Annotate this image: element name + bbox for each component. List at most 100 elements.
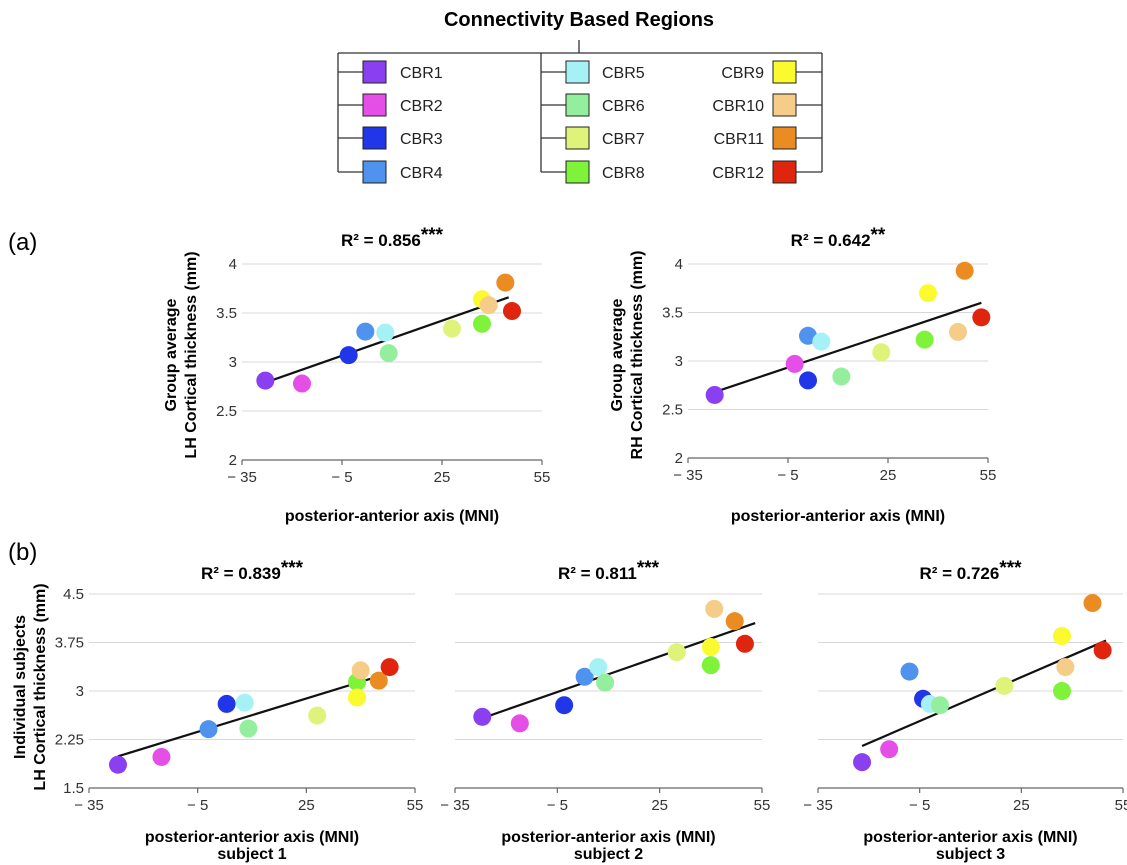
legend-swatch-cbr4 [362,160,387,184]
r2-title: R² = 0.726*** [919,558,1022,583]
r2-label: R² = [558,564,595,583]
r2-label: R² = [919,564,956,583]
legend-swatch-cbr10 [772,93,797,117]
y-axis-label-line1: Individual subjects [12,615,29,759]
y-tick-label: 4 [229,256,237,273]
point-cbr8 [473,314,491,333]
x-axis-label: posterior-anterior axis (MNI) [731,508,945,525]
legend-label-cbr11: CBR11 [714,131,764,148]
point-cbr8 [701,656,720,675]
chart-rh_group: 2 2.5 3 3.5 4 − 35 − 5 25 55 R² = 0.642** posterio… [609,225,996,525]
point-cbr10 [949,322,967,341]
point-cbr2 [785,354,804,373]
point-cbr2 [880,740,899,759]
legend-label-cbr12: CBR12 [712,165,764,182]
point-cbr11 [955,261,974,280]
point-cbr9 [701,638,720,657]
x-tick-label: 55 [980,467,997,484]
panel-label-a: (a) [8,229,37,256]
x-axis-sublabel: subject 1 [217,846,286,863]
point-cbr8 [915,330,934,349]
y-axis-label-line2: LH Cortical thickness (mm) [183,251,200,458]
x-tick-label: 25 [880,467,897,484]
x-tick-label: 55 [534,469,551,486]
point-cbr4 [356,322,375,341]
r2-value: 0.726 [957,564,1000,583]
point-cbr7 [443,319,461,338]
y-axis-label-line2: LH Cortical thickness (mm) [32,583,49,790]
point-cbr7 [872,343,891,362]
point-cbr1 [108,755,127,774]
x-tick-label: − 35 [673,467,703,484]
chart-lh_group: 2 2.5 3 3.5 4 − 35 − 5 25 55 R² = 0.856*** posteri… [163,225,550,525]
legend-swatch-cbr12 [772,160,797,184]
point-cbr1 [705,385,724,404]
y-tick-label: 3 [76,683,84,700]
chart-subject3: − 35 − 5 25 55 R² = 0.726*** posterior-anteri… [803,558,1127,863]
point-cbr6 [596,673,615,692]
x-axis-sublabel: subject 3 [936,846,1005,863]
x-tick-label: − 5 [909,797,930,814]
point-cbr7 [667,643,686,662]
point-cbr5 [589,658,608,677]
x-axis-label: posterior-anterior axis (MNI) [863,829,1077,846]
point-cbr3 [217,694,236,713]
x-tick-label: 55 [407,797,424,814]
y-tick-label: 3.75 [55,635,84,652]
point-cbr12 [503,302,521,321]
point-cbr10 [479,296,498,315]
legend-swatch-cbr3 [362,126,387,150]
legend: Connectivity Based Regions CBR1 CBR2 CBR3 C… [337,9,823,184]
legend-swatch-cbr6 [565,93,590,117]
point-cbr10 [351,661,370,680]
chart-subject1: 1.5 2.25 3 3.75 4.5 − 35 − 5 25 55 R² = 0.839*** p… [12,558,423,863]
point-cbr12 [1093,641,1112,660]
x-axis-label: posterior-anterior axis (MNI) [145,829,359,846]
point-cbr2 [510,714,529,733]
point-cbr5 [235,693,254,712]
r2-title: R² = 0.856*** [341,225,444,250]
x-tick-label: − 35 [803,797,833,814]
x-tick-label: − 5 [547,797,568,814]
significance-stars: ** [871,225,886,246]
legend-label-cbr7: CBR7 [602,131,645,148]
point-cbr5 [376,323,395,342]
x-tick-label: 25 [434,469,451,486]
point-cbr1 [853,753,872,772]
x-tick-label: − 35 [74,797,104,814]
point-cbr6 [239,719,258,738]
x-tick-label: 55 [1115,797,1127,814]
point-cbr4 [199,720,218,739]
point-cbr9 [1053,627,1071,646]
r2-value: 0.642 [828,231,871,250]
significance-stars: *** [999,558,1022,579]
r2-value: 0.856 [378,231,421,250]
point-cbr11 [1083,594,1102,613]
significance-stars: *** [637,558,660,579]
legend-swatch-cbr7 [565,126,590,150]
legend-swatch-cbr11 [772,126,797,150]
legend-label-cbr10: CBR10 [712,98,764,115]
point-cbr10 [705,599,724,618]
y-tick-label: 2.5 [216,403,237,420]
point-cbr9 [919,284,937,303]
point-cbr3 [555,696,574,715]
y-tick-label: 4 [675,256,683,273]
x-tick-label: 25 [298,797,315,814]
legend-swatch-cbr5 [565,60,590,84]
point-cbr4 [900,662,919,681]
y-axis-label-line1: Group average [609,298,626,411]
r2-label: R² = [201,564,238,583]
y-tick-label: 2.25 [55,732,84,749]
point-cbr8 [1053,682,1071,700]
point-cbr12 [972,308,991,327]
legend-label-cbr8: CBR8 [602,165,645,182]
point-cbr12 [735,634,754,653]
legend-label-cbr1: CBR1 [400,65,443,82]
point-cbr3 [799,371,817,390]
y-tick-label: 1.5 [63,780,84,797]
y-tick-label: 2.5 [662,402,683,419]
point-cbr11 [725,612,744,631]
